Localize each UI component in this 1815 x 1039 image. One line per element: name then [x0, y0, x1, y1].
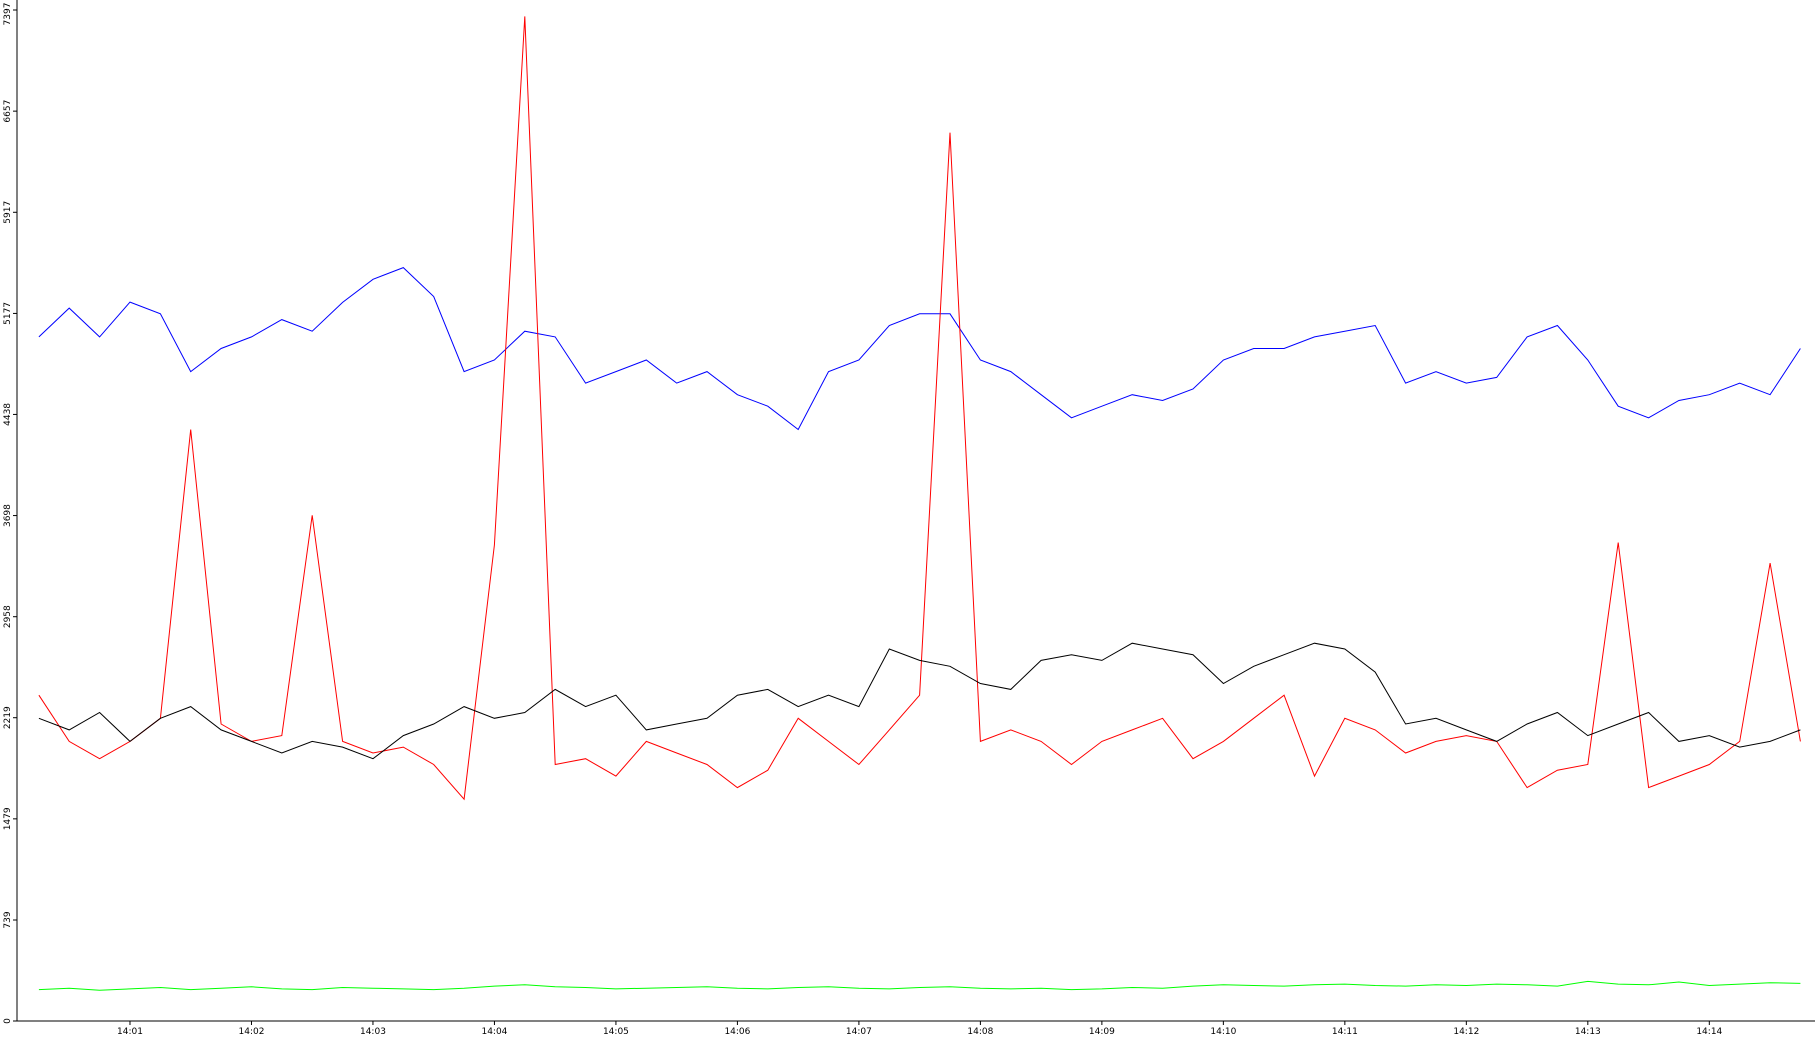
x-tick-label: 14:01 [117, 1027, 143, 1037]
y-tick-label: 5177 [3, 302, 13, 325]
x-tick-label: 14:05 [603, 1027, 629, 1037]
x-tick-label: 14:14 [1696, 1027, 1722, 1037]
x-tick-label: 14:03 [360, 1027, 386, 1037]
x-tick-label: 14:13 [1575, 1027, 1601, 1037]
x-tick-label: 14:06 [724, 1027, 750, 1037]
y-tick-label: 6657 [3, 100, 13, 123]
series-line [38, 16, 1801, 801]
y-tick-label: 7397 [3, 3, 13, 26]
y-tick-label: 2958 [3, 605, 13, 628]
series-line [38, 642, 1801, 760]
y-tick-label: 1479 [3, 807, 13, 830]
x-tick-label: 14:10 [1210, 1027, 1236, 1037]
y-tick-label: 2219 [3, 706, 13, 729]
y-tick-label: 5917 [3, 201, 13, 224]
y-tick-label: 0 [3, 1018, 13, 1024]
series-line [38, 980, 1801, 991]
y-tick-label: 3698 [3, 504, 13, 527]
x-tick-label: 14:08 [967, 1027, 993, 1037]
x-tick-label: 14:11 [1332, 1027, 1358, 1037]
y-tick-label: 739 [3, 911, 13, 928]
x-tick-label: 14:07 [846, 1027, 872, 1037]
y-tick-label: 4438 [3, 403, 13, 426]
x-tick-label: 14:02 [239, 1027, 265, 1037]
x-tick-label: 14:04 [481, 1027, 507, 1037]
x-tick-label: 14:09 [1089, 1027, 1115, 1037]
x-tick-label: 14:12 [1453, 1027, 1479, 1037]
series-line [38, 267, 1801, 431]
